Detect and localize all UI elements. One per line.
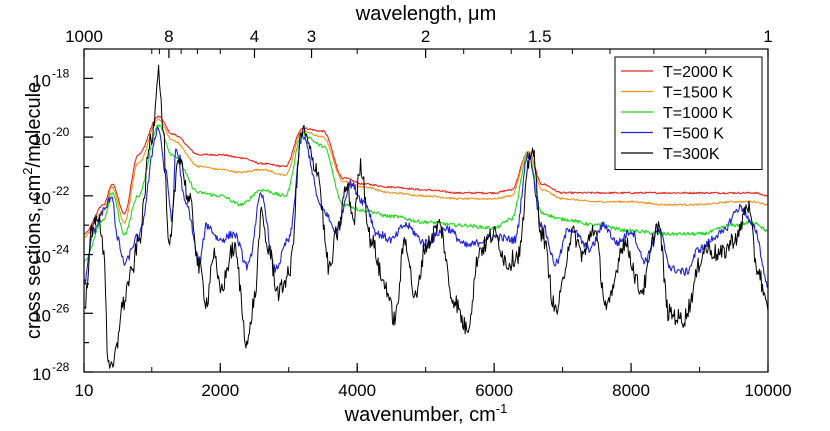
top-tick-label: 1000 [65,27,103,46]
top-tick-label: 1.5 [528,27,552,46]
y-tick-label: 10 [32,365,51,384]
top-tick-label: 3 [307,27,316,46]
x-tick-label: 4000 [338,381,376,400]
y-tick-exponent: -18 [52,66,70,80]
top-tick-label: 4 [250,27,259,46]
y-tick-exponent: -26 [52,301,70,315]
y-tick-label: 10 [32,130,51,149]
top-axis-title: wavelength, μm [355,3,496,25]
y-tick-label: 10 [32,189,51,208]
top-tick-label: 2 [421,27,430,46]
y-tick-label: 10 [32,248,51,267]
y-tick-exponent: -24 [52,243,70,257]
series-curves [83,64,769,369]
series-line [83,115,769,235]
x-tick-label: 10 [75,381,94,400]
top-tick-label: 8 [164,27,173,46]
x-axis-top: 1000 8 4 3 2 1.5 1 [65,27,773,58]
x-axis-title-superscript: -1 [496,401,508,416]
y-tick-exponent: -28 [52,360,70,374]
x-axis-title-text: wavenumber, cm [344,404,496,426]
y-axis-title: cross sections, cm2/molecule [20,82,45,339]
y-tick-exponent: -22 [52,184,70,198]
legend-label: T=500 K [663,126,724,143]
x-axis-title: wavenumber, cm-1 [344,401,508,426]
y-tick-label: 10 [32,71,51,90]
x-tick-label: 6000 [475,381,513,400]
y-axis-title-tail: /molecule [23,82,45,168]
top-tick-label: 1 [763,27,772,46]
legend-label: T=1500 K [663,85,733,102]
x-tick-label: 8000 [612,381,650,400]
y-axis-title-superscript: 2 [20,167,35,174]
y-tick-exponent: -20 [52,125,70,139]
legend-label: T=2000 K [663,64,733,81]
legend-label: T=300K [663,146,720,163]
x-tick-label: 2000 [201,381,239,400]
x-axis-bottom: 10 2000 4000 6000 8000 10000 [75,363,792,400]
legend-label: T=1000 K [663,105,733,122]
x-tick-label: 10000 [744,381,791,400]
series-line [83,118,769,239]
legend: T=2000 K T=1500 K T=1000 K T=500 K T=300K [614,56,763,170]
y-tick-label: 10 [32,306,51,325]
series-line [83,124,769,263]
y-axis-title-text: cross sections, cm [23,175,45,339]
legend-box [614,56,763,170]
series-line [83,64,769,369]
